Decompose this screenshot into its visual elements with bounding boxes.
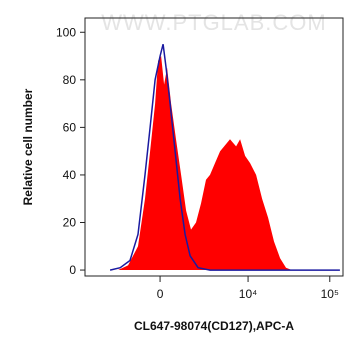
y-tick-label: 40 (63, 168, 77, 182)
x-axis-label: CL647-98074(CD127),APC-A (134, 319, 294, 333)
x-tick-label: 0 (157, 287, 164, 301)
histogram-line (109, 44, 340, 271)
histogram-area (117, 56, 293, 271)
watermark: WWW.PTGLAB.COM (101, 10, 326, 35)
x-tick-label: 10⁴ (239, 287, 258, 301)
y-axis-label: Relative cell number (21, 88, 35, 205)
y-tick-label: 100 (56, 25, 76, 39)
y-tick-label: 20 (63, 215, 77, 229)
y-tick-label: 80 (63, 73, 77, 87)
x-tick-label: 10⁵ (321, 287, 339, 301)
y-tick-label: 60 (63, 120, 77, 134)
plot-frame (84, 17, 344, 277)
y-tick-label: 0 (69, 263, 76, 277)
